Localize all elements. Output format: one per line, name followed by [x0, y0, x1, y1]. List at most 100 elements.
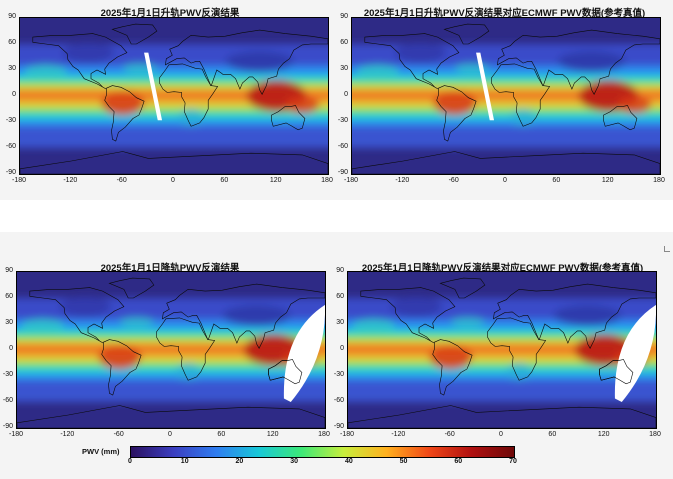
- y-tick-label: 60: [8, 39, 16, 46]
- map-frame: [19, 17, 329, 175]
- y-tick-label: 30: [340, 65, 348, 72]
- colorbar-tick: 0: [128, 458, 132, 465]
- y-tick-label: 90: [8, 13, 16, 20]
- x-tick-label: -60: [116, 177, 127, 184]
- coastline: [497, 29, 660, 95]
- pwv-band: [348, 376, 656, 402]
- x-tick-label: 180: [653, 177, 665, 184]
- coastline: [101, 339, 142, 396]
- coastline: [17, 405, 325, 428]
- chart-title: 2025年1月1日降轨PWV反演结果对应ECMWF PWV数据(参考真值): [361, 263, 644, 274]
- coastline: [432, 339, 473, 396]
- coastline: [348, 405, 656, 428]
- y-tick-label: 60: [340, 39, 348, 46]
- x-tick-label: -180: [339, 431, 354, 438]
- pwv-blob: [62, 42, 115, 64]
- pwv-blob: [24, 64, 68, 79]
- coastline: [436, 85, 477, 142]
- pwv-blob: [394, 42, 447, 64]
- pwv-blob: [21, 318, 65, 333]
- pwv-band: [348, 343, 656, 356]
- x-tick-label: 180: [321, 177, 333, 184]
- coastline: [439, 277, 486, 299]
- coastlines: [352, 23, 660, 174]
- pwv-band: [17, 376, 325, 402]
- colorbar-tick: 40: [344, 458, 353, 465]
- colorbar-tick: 30: [290, 458, 299, 465]
- y-tick-label: 60: [336, 293, 344, 300]
- pwv-map: [20, 18, 328, 174]
- coastline: [165, 29, 328, 95]
- pwv-field: [20, 42, 328, 148]
- pwv-blob: [450, 317, 485, 328]
- y-tick-label: -90: [337, 169, 348, 176]
- y-tick-label: -60: [2, 397, 13, 404]
- y-tick-label: 30: [8, 65, 16, 72]
- x-tick-label: -60: [444, 431, 455, 438]
- x-tick-label: 120: [269, 177, 282, 184]
- pwv-blob: [506, 363, 532, 381]
- no-data-region: [614, 304, 656, 402]
- pwv-blob: [178, 109, 204, 127]
- pwv-blob: [356, 64, 400, 79]
- y-tick-label: -30: [5, 117, 16, 124]
- pwv-map: [17, 272, 325, 428]
- x-tick-label: -120: [60, 431, 75, 438]
- x-tick-label: -60: [113, 431, 124, 438]
- pwv-blob: [433, 90, 477, 116]
- y-tick-label: -90: [2, 423, 13, 430]
- pwv-blob: [390, 296, 443, 318]
- coastline: [268, 359, 303, 385]
- y-tick-label: 30: [336, 319, 344, 326]
- coastline: [162, 283, 325, 349]
- y-tick-label: 60: [5, 293, 13, 300]
- coastline: [443, 23, 490, 45]
- coastline: [360, 287, 456, 344]
- x-tick-label: 120: [597, 431, 610, 438]
- y-tick-label: 30: [5, 319, 13, 326]
- pwv-blob: [352, 318, 396, 333]
- pwv-map: [348, 272, 656, 428]
- coastline: [599, 359, 634, 385]
- y-tick-label: 0: [12, 91, 16, 98]
- pwv-blob: [553, 304, 622, 326]
- colorbar-tick: 20: [235, 458, 244, 465]
- coastline: [271, 105, 306, 131]
- coastline: [491, 63, 551, 127]
- y-tick-label: -30: [333, 371, 344, 378]
- x-tick-label: 120: [266, 431, 279, 438]
- y-tick-label: 0: [9, 345, 13, 352]
- x-tick-label: 0: [499, 431, 503, 438]
- coastlines: [20, 23, 328, 174]
- corner-mark: [664, 246, 670, 252]
- x-tick-label: 180: [649, 431, 661, 438]
- coastline: [493, 283, 656, 349]
- pwv-blob: [557, 50, 626, 72]
- y-tick-label: -30: [337, 117, 348, 124]
- pwv-band: [17, 343, 325, 356]
- x-tick-label: -180: [8, 431, 23, 438]
- chart-title: 2025年1月1日升轨PWV反演结果: [100, 8, 240, 19]
- pwv-blob: [510, 109, 536, 127]
- chart-title: 2025年1月1日降轨PWV反演结果: [100, 263, 240, 274]
- pwv-map: [352, 18, 660, 174]
- x-tick-label: 0: [168, 431, 172, 438]
- x-tick-label: -180: [343, 177, 358, 184]
- y-tick-label: 90: [340, 13, 348, 20]
- colorbar-tick: 50: [399, 458, 408, 465]
- x-tick-label: 60: [220, 177, 229, 184]
- pwv-blob: [119, 317, 154, 328]
- x-tick-label: 0: [171, 177, 175, 184]
- y-tick-label: 0: [344, 91, 348, 98]
- no-data-strip: [144, 52, 163, 121]
- pwv-field: [352, 42, 660, 148]
- coastline: [29, 287, 125, 344]
- colorbar-tick: 70: [509, 458, 517, 465]
- x-tick-label: 120: [601, 177, 614, 184]
- x-tick-label: -120: [395, 177, 410, 184]
- pwv-blob: [285, 96, 320, 114]
- y-tick-label: -60: [337, 143, 348, 150]
- coastline: [108, 277, 155, 299]
- colorbar-tick: 60: [454, 458, 463, 465]
- pwv-blob: [429, 344, 473, 370]
